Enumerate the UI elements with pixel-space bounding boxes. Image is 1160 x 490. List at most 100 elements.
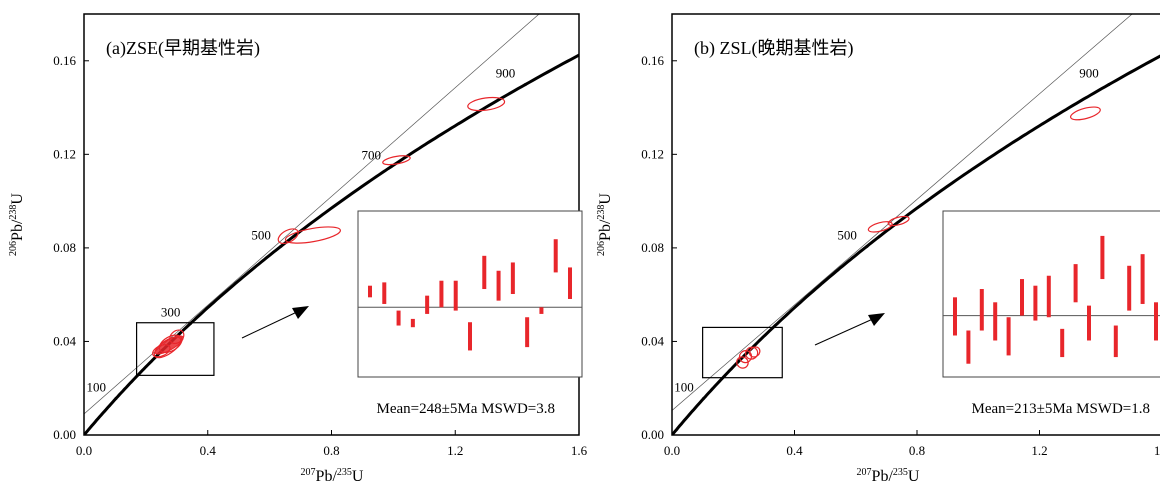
age-label: 500	[837, 227, 857, 242]
age-error-bar	[553, 239, 558, 273]
age-error-bar	[979, 289, 984, 331]
age-error-bar	[410, 318, 415, 328]
error-ellipse	[382, 155, 411, 166]
zoom-arrow	[241, 310, 300, 339]
age-error-bar	[368, 285, 372, 298]
y-tick-label: 0.04	[53, 333, 76, 348]
y-tick-label: 0.12	[641, 146, 664, 161]
ellipse-cluster	[154, 335, 184, 355]
x-tick-label: 0.4	[200, 443, 217, 458]
error-ellipse	[284, 226, 341, 244]
age-error-bar	[1073, 264, 1078, 303]
error-ellipse	[887, 215, 910, 227]
age-error-bar	[1087, 305, 1091, 341]
age-tick	[702, 396, 706, 400]
y-tick-label: 0.00	[641, 427, 664, 442]
y-axis-title: 206Pb/238U	[596, 193, 614, 256]
y-tick-label: 0.00	[53, 427, 76, 442]
x-tick-label: 1.2	[1031, 443, 1047, 458]
concordia-curve	[84, 53, 579, 435]
x-tick-label: 1.6	[571, 443, 588, 458]
age-error-bar	[953, 297, 957, 336]
age-label: 100	[674, 379, 694, 394]
x-tick-label: 0.8	[323, 443, 339, 458]
age-label: 900	[496, 66, 516, 81]
age-error-bar	[1154, 302, 1158, 341]
age-tick	[1107, 83, 1111, 87]
x-axis-title: 207Pb/235U	[857, 467, 920, 485]
age-error-bar	[482, 255, 487, 290]
inset-frame	[942, 210, 1160, 378]
error-ellipse	[736, 356, 749, 369]
panel-a: 100 300 500 700 900 0.0 0.4 0.8 1.2 1.6 0.00 0.04 0.…	[8, 13, 588, 485]
error-ellipse	[748, 346, 761, 358]
age-error-bar	[966, 330, 971, 364]
x-tick-label: 1.6	[1154, 443, 1160, 458]
age-error-bar	[1033, 285, 1038, 321]
age-tick	[865, 244, 869, 248]
age-error-bar	[525, 317, 530, 348]
zoom-arrow	[814, 317, 876, 346]
zoom-box	[135, 322, 215, 376]
panel-b: 100 500 900 0.0 0.4 0.8 1.2 1.6 0.00 0.04 0.08 0.12…	[596, 13, 1160, 485]
age-error-bar	[396, 310, 401, 326]
age-tick	[389, 165, 393, 169]
age-error-bar	[1127, 265, 1132, 311]
age-error-bar	[496, 270, 501, 301]
arrow-head	[868, 313, 885, 326]
age-label: 100	[87, 379, 107, 394]
age-label: 700	[362, 148, 382, 163]
zoom-box	[702, 326, 783, 379]
age-error-bar	[1020, 279, 1024, 316]
y-tick-label: 0.08	[53, 240, 76, 255]
error-ellipse	[467, 96, 506, 112]
age-error-bar	[1060, 328, 1065, 358]
mean-mswd-label: Mean=213±5Ma MSWD=1.8	[972, 401, 1150, 417]
age-error-bar	[382, 282, 387, 304]
x-tick-label: 1.2	[447, 443, 463, 458]
y-axis-title: 206Pb/238U	[8, 193, 26, 256]
mean-mswd-label: Mean=248±5Ma MSWD=3.8	[377, 401, 555, 417]
y-tick-label: 0.12	[53, 146, 76, 161]
age-label: 900	[1079, 66, 1099, 81]
reference-line	[672, 14, 1133, 411]
plot-area	[672, 14, 1160, 435]
age-error-bar	[568, 267, 572, 299]
x-axis-title: 207Pb/235U	[301, 467, 364, 485]
age-error-bar	[993, 302, 998, 341]
error-ellipse	[745, 346, 759, 360]
y-tick-label: 0.08	[641, 240, 664, 255]
age-error-bar	[1046, 275, 1051, 318]
age-error-bar	[1006, 317, 1011, 356]
age-tick	[279, 244, 283, 248]
inset-frame	[357, 210, 583, 378]
plot-area	[84, 14, 579, 435]
age-error-bar	[1100, 235, 1105, 280]
y-tick-label: 0.16	[53, 53, 76, 68]
age-error-bar	[425, 295, 430, 314]
age-label: 500	[251, 227, 271, 242]
weighted-mean-inset	[357, 210, 583, 378]
concordia-curve	[672, 54, 1160, 435]
age-error-bar	[468, 322, 472, 351]
age-tick	[114, 396, 118, 400]
error-ellipse	[277, 228, 299, 245]
y-tick-label: 0.04	[641, 333, 664, 348]
age-label: 300	[161, 305, 181, 320]
age-tick	[523, 83, 527, 87]
panel-title: (b) ZSL(晚期基性岩)	[694, 38, 853, 59]
x-tick-label: 0.0	[76, 443, 92, 458]
age-error-bar	[510, 262, 515, 294]
arrow-head	[292, 306, 309, 319]
age-error-bar	[1113, 325, 1118, 358]
y-tick-label: 0.16	[641, 53, 664, 68]
error-ellipse	[867, 221, 893, 233]
x-tick-label: 0.0	[664, 443, 680, 458]
age-error-bar	[453, 280, 458, 311]
x-tick-label: 0.8	[909, 443, 925, 458]
weighted-mean-inset	[942, 210, 1160, 378]
x-tick-label: 0.4	[786, 443, 803, 458]
age-error-bar	[539, 307, 544, 314]
age-error-bar	[439, 280, 444, 308]
